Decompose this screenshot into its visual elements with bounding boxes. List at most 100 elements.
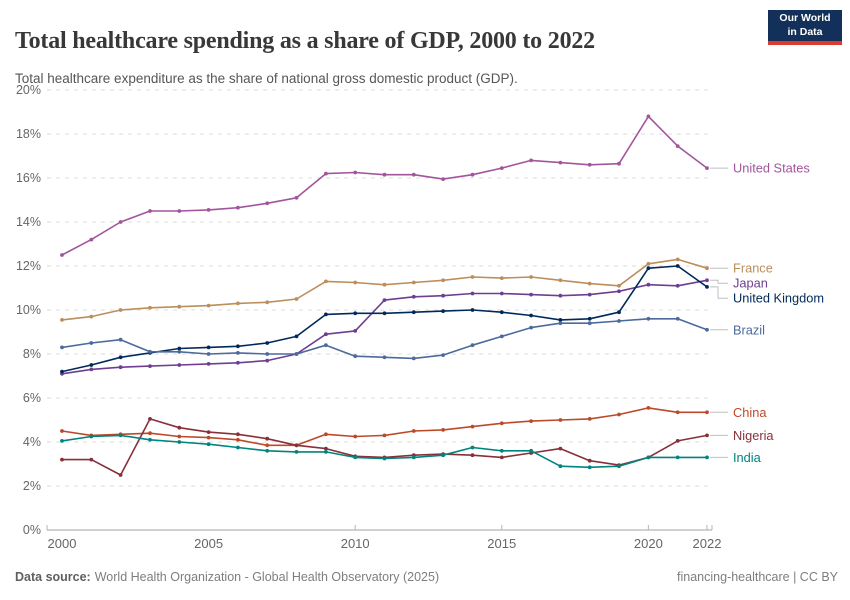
point-united-kingdom-2009[interactable] (324, 312, 328, 317)
point-japan-2012[interactable] (411, 294, 416, 299)
point-france-2005[interactable] (206, 303, 211, 308)
point-india-2021[interactable] (675, 455, 680, 460)
point-nigeria-2021[interactable] (675, 439, 680, 443)
point-united-states-2001[interactable] (89, 237, 94, 242)
point-united-states-2007[interactable] (265, 201, 270, 206)
point-nigeria-2006[interactable] (236, 432, 240, 437)
point-france-2008[interactable] (294, 297, 299, 301)
point-brazil-2007[interactable] (265, 352, 270, 356)
point-brazil-2011[interactable] (382, 355, 387, 360)
point-brazil-2010[interactable] (353, 354, 358, 359)
point-china-2009[interactable] (324, 432, 328, 437)
series-label-brazil[interactable]: Brazil (733, 322, 765, 337)
point-brazil-2008[interactable] (294, 352, 299, 356)
point-japan-2002[interactable] (118, 365, 123, 370)
point-japan-2007[interactable] (265, 358, 270, 363)
point-nigeria-2018[interactable] (587, 458, 592, 463)
point-japan-2003[interactable] (148, 364, 152, 368)
series-label-united-kingdom[interactable]: United Kingdom (733, 291, 824, 306)
point-united-kingdom-2007[interactable] (265, 341, 270, 345)
point-united-kingdom-2006[interactable] (236, 344, 240, 349)
point-china-2005[interactable] (206, 435, 211, 440)
series-label-japan[interactable]: Japan (733, 276, 768, 291)
point-brazil-2005[interactable] (206, 352, 211, 356)
point-brazil-2020[interactable] (646, 316, 651, 321)
point-japan-2016[interactable] (529, 292, 533, 297)
point-brazil-2015[interactable] (499, 334, 504, 339)
point-brazil-2021[interactable] (675, 316, 680, 321)
point-india-2015[interactable] (499, 448, 504, 453)
point-france-2016[interactable] (529, 275, 533, 279)
point-nigeria-2015[interactable] (499, 455, 504, 460)
point-china-2004[interactable] (177, 434, 182, 439)
point-china-2003[interactable] (148, 431, 152, 436)
point-united-states-2002[interactable] (118, 220, 123, 224)
point-united-states-2012[interactable] (411, 172, 416, 177)
point-india-2007[interactable] (265, 448, 270, 453)
point-united-states-2004[interactable] (177, 209, 182, 213)
point-united-kingdom-2013[interactable] (441, 309, 445, 313)
point-japan-2013[interactable] (441, 293, 445, 298)
point-france-2004[interactable] (177, 304, 182, 309)
point-india-2000[interactable] (60, 439, 64, 443)
point-china-2000[interactable] (60, 429, 64, 433)
point-india-2005[interactable] (206, 442, 211, 447)
point-india-2003[interactable] (148, 437, 152, 442)
point-india-2008[interactable] (294, 450, 299, 454)
point-nigeria-2000[interactable] (60, 457, 64, 462)
point-united-states-2011[interactable] (382, 172, 387, 177)
point-france-2007[interactable] (265, 300, 270, 305)
point-united-states-2010[interactable] (353, 170, 358, 175)
point-china-2020[interactable] (646, 406, 651, 410)
point-brazil-2003[interactable] (148, 349, 152, 354)
point-united-states-2008[interactable] (294, 195, 299, 200)
point-france-2019[interactable] (617, 283, 621, 288)
point-china-2015[interactable] (499, 421, 504, 426)
point-india-2012[interactable] (411, 455, 416, 460)
point-brazil-2001[interactable] (89, 341, 94, 345)
series-label-united-states[interactable]: United States (733, 161, 810, 176)
point-japan-2014[interactable] (470, 291, 475, 296)
point-united-kingdom-2010[interactable] (353, 311, 358, 316)
point-japan-2022[interactable] (705, 278, 709, 283)
point-brazil-2012[interactable] (411, 356, 416, 361)
point-brazil-2017[interactable] (558, 321, 563, 326)
point-france-2001[interactable] (89, 314, 94, 319)
point-japan-2018[interactable] (587, 292, 592, 297)
point-india-2019[interactable] (617, 464, 621, 469)
point-united-states-2019[interactable] (617, 161, 621, 166)
point-united-kingdom-2015[interactable] (499, 310, 504, 315)
point-united-states-2014[interactable] (470, 172, 475, 177)
point-china-2010[interactable] (353, 434, 358, 439)
point-brazil-2022[interactable] (705, 327, 709, 332)
point-india-2002[interactable] (118, 433, 123, 438)
point-japan-2004[interactable] (177, 363, 182, 367)
point-united-states-2021[interactable] (675, 144, 680, 148)
point-india-2016[interactable] (529, 448, 533, 453)
point-india-2013[interactable] (441, 453, 445, 458)
series-line-japan[interactable] (61, 279, 708, 375)
point-india-2017[interactable] (558, 464, 563, 469)
point-nigeria-2022[interactable] (705, 433, 709, 438)
point-brazil-2018[interactable] (587, 321, 592, 326)
point-china-2021[interactable] (675, 410, 680, 415)
point-united-states-2006[interactable] (236, 205, 240, 210)
point-india-2020[interactable] (646, 455, 651, 460)
point-united-states-2005[interactable] (206, 208, 211, 212)
point-brazil-2004[interactable] (177, 349, 182, 354)
point-united-kingdom-2022[interactable] (705, 285, 709, 289)
point-france-2006[interactable] (236, 301, 240, 306)
point-india-2009[interactable] (324, 450, 328, 454)
series-label-india[interactable]: India (733, 450, 762, 465)
point-united-kingdom-2019[interactable] (617, 310, 621, 315)
point-united-kingdom-2014[interactable] (470, 308, 475, 312)
point-france-2015[interactable] (499, 276, 504, 280)
point-united-kingdom-2018[interactable] (587, 316, 592, 321)
point-united-kingdom-2008[interactable] (294, 334, 299, 339)
series-label-china[interactable]: China (733, 405, 767, 420)
point-united-states-2013[interactable] (441, 177, 445, 181)
point-china-2012[interactable] (411, 429, 416, 433)
point-india-2018[interactable] (587, 465, 592, 470)
point-india-2011[interactable] (382, 456, 387, 461)
point-japan-2015[interactable] (499, 291, 504, 296)
